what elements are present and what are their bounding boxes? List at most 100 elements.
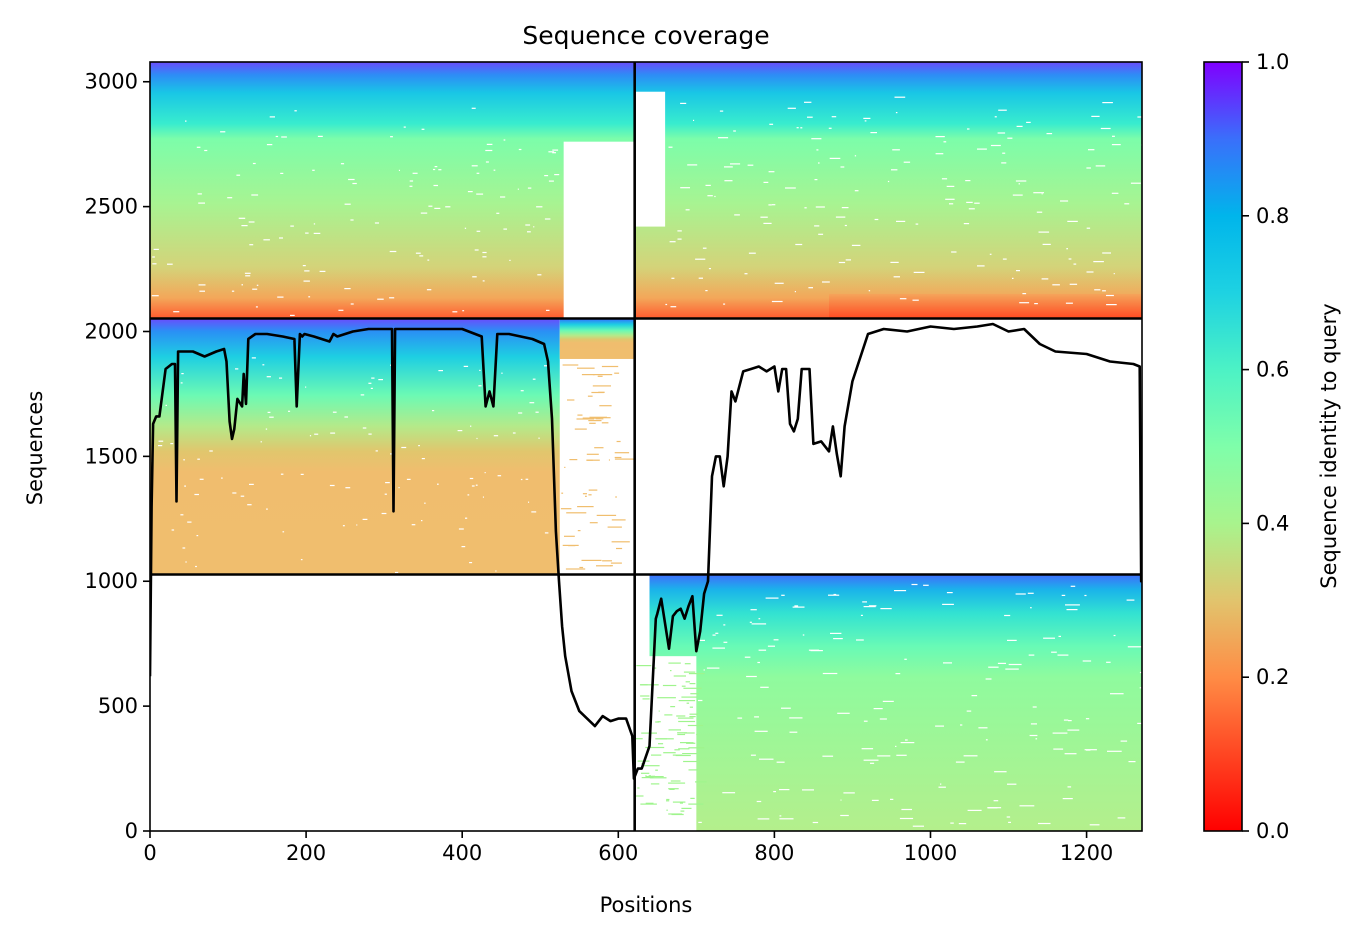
texture-dash [812, 821, 819, 824]
texture-dash [614, 458, 635, 460]
texture-dash [256, 284, 259, 286]
texture-dash [1067, 729, 1080, 731]
texture-dash [1086, 749, 1091, 751]
texture-dash [637, 787, 640, 789]
texture-dash [1064, 753, 1077, 755]
texture-dash [1032, 706, 1037, 708]
y-tick-label: 500 [98, 694, 138, 718]
texture-dash [1117, 817, 1126, 819]
texture-dash [684, 663, 691, 665]
texture-dash [978, 727, 988, 729]
texture-dash [1052, 284, 1060, 286]
texture-dash [529, 402, 535, 404]
texture-dash [329, 484, 335, 487]
texture-dash [385, 482, 390, 484]
texture-dash [378, 379, 383, 381]
texture-dash [569, 459, 578, 461]
texture-dash [1094, 289, 1101, 291]
texture-dash [245, 275, 251, 277]
texture-dash [344, 203, 351, 205]
texture-dash [582, 493, 587, 495]
texture-dash [1137, 722, 1142, 724]
texture-dash [1005, 668, 1019, 670]
texture-dash [818, 233, 824, 235]
texture-dash [990, 144, 1001, 147]
texture-dash [535, 411, 539, 413]
texture-dash [152, 256, 155, 258]
texture-dash [398, 487, 400, 489]
texture-dash [438, 169, 442, 171]
texture-dash [352, 182, 357, 185]
texture-dash [199, 478, 204, 480]
texture-dash [870, 132, 877, 134]
texture-dash [774, 282, 784, 284]
texture-dash [610, 565, 613, 567]
texture-dash [564, 535, 575, 537]
texture-dash [236, 174, 241, 176]
texture-dash [719, 110, 724, 112]
texture-dash [512, 432, 516, 434]
texture-dash [158, 445, 163, 447]
texture-dash [592, 385, 611, 387]
texture-dash [1036, 211, 1043, 213]
texture-dash [300, 559, 303, 561]
texture-dash [683, 671, 696, 673]
texture-dash [275, 135, 279, 138]
texture-dash [1034, 303, 1038, 305]
texture-dash [1089, 824, 1100, 826]
texture-dash [904, 658, 907, 660]
texture-dash [434, 207, 441, 209]
texture-dash [641, 772, 650, 774]
texture-dash [263, 239, 270, 241]
texture-dash [670, 780, 681, 782]
texture-dash [426, 289, 432, 291]
texture-dash [679, 802, 683, 804]
texture-dash [712, 634, 716, 636]
texture-dash [653, 667, 657, 669]
texture-dash [251, 194, 259, 196]
texture-dash [485, 161, 489, 163]
texture-dash [763, 181, 769, 183]
texture-dash [589, 416, 607, 418]
texture-dash [822, 755, 834, 757]
texture-dash [467, 494, 470, 496]
texture-dash [668, 662, 681, 664]
y-tick-label: 2000 [85, 319, 138, 343]
y-tick-label: 2500 [85, 195, 138, 219]
texture-dash [1027, 592, 1034, 594]
texture-dash [645, 746, 665, 749]
texture-dash [940, 783, 942, 785]
texture-dash [648, 775, 652, 777]
y-tick-label: 3000 [85, 70, 138, 94]
texture-dash [1113, 634, 1116, 637]
texture-dash [1016, 125, 1023, 127]
texture-dash [863, 720, 868, 722]
texture-dash [1028, 654, 1035, 656]
texture-dash [756, 800, 762, 803]
texture-dash [151, 295, 159, 297]
texture-dash [1058, 635, 1061, 637]
texture-dash [588, 494, 592, 496]
texture-dash [308, 296, 311, 298]
texture-dash [581, 559, 602, 561]
texture-dash [689, 683, 696, 685]
texture-dash [304, 270, 310, 272]
texture-dash [1073, 263, 1077, 265]
texture-dash [184, 485, 186, 487]
texture-dash [196, 535, 199, 537]
texture-dash [950, 822, 954, 824]
texture-dash [822, 281, 830, 283]
texture-dash [173, 311, 180, 313]
texture-dash [305, 232, 309, 234]
texture-dash [281, 136, 287, 138]
texture-dash [599, 405, 612, 407]
texture-dash [421, 520, 423, 522]
y-axis: 0 500 1000 1500 2000 2500 3000 [85, 70, 150, 843]
texture-dash [771, 300, 783, 303]
texture-dash [1139, 671, 1142, 674]
texture-dash [1066, 609, 1078, 611]
texture-dash [554, 174, 560, 176]
texture-dash [482, 280, 485, 282]
texture-dash [655, 769, 658, 771]
texture-dash [384, 493, 387, 495]
